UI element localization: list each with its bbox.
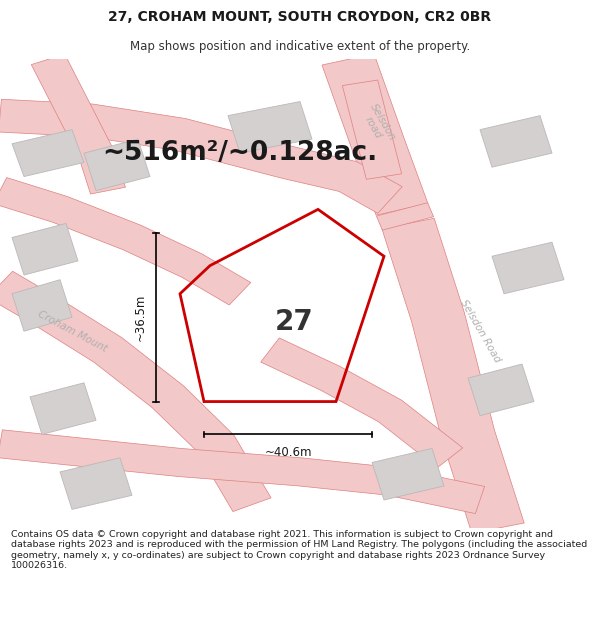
Polygon shape [376, 202, 434, 230]
Polygon shape [343, 80, 401, 179]
Text: ~40.6m: ~40.6m [264, 446, 312, 459]
Polygon shape [30, 382, 96, 434]
Polygon shape [480, 116, 552, 167]
Polygon shape [492, 242, 564, 294]
Text: 27, CROHAM MOUNT, SOUTH CROYDON, CR2 0BR: 27, CROHAM MOUNT, SOUTH CROYDON, CR2 0BR [109, 9, 491, 24]
Polygon shape [261, 338, 463, 468]
Polygon shape [0, 177, 251, 305]
Polygon shape [372, 449, 444, 500]
Text: Map shows position and indicative extent of the property.: Map shows position and indicative extent… [130, 40, 470, 52]
Polygon shape [60, 458, 132, 509]
Text: ~36.5m: ~36.5m [134, 294, 147, 341]
Polygon shape [12, 280, 72, 331]
Text: Croham Mount: Croham Mount [35, 309, 109, 354]
Polygon shape [84, 139, 150, 191]
Polygon shape [468, 364, 534, 416]
Polygon shape [322, 54, 428, 215]
Text: Contains OS data © Crown copyright and database right 2021. This information is : Contains OS data © Crown copyright and d… [11, 530, 587, 570]
Polygon shape [12, 129, 84, 176]
Text: 27: 27 [275, 308, 313, 336]
Polygon shape [0, 99, 402, 213]
Polygon shape [228, 101, 312, 153]
Text: Selsdon
road: Selsdon road [358, 102, 398, 148]
Polygon shape [0, 271, 271, 512]
Text: ~516m²/~0.128ac.: ~516m²/~0.128ac. [103, 140, 377, 166]
Polygon shape [12, 223, 78, 275]
Polygon shape [31, 54, 125, 194]
Polygon shape [382, 218, 524, 533]
Polygon shape [0, 430, 485, 514]
Text: Selsdon Road: Selsdon Road [458, 298, 502, 364]
